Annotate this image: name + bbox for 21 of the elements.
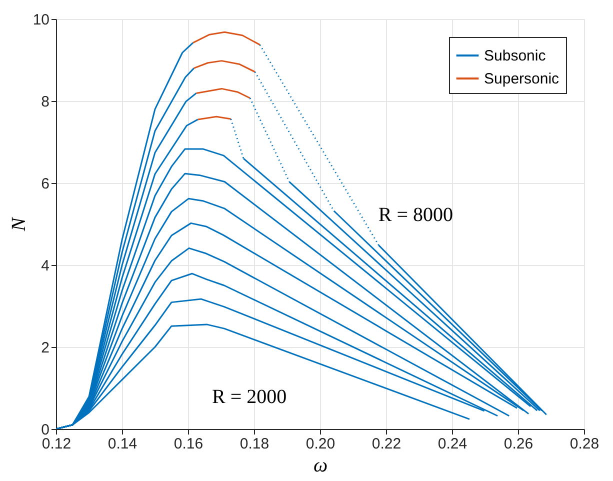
legend-label: Supersonic [484,70,560,88]
y-tick-label: 4 [41,258,50,274]
annotation: R = 8000 [378,204,454,226]
y-axis-title: N [8,216,30,232]
x-tick-label: 0.28 [570,436,600,452]
y-tick-label: 0 [41,422,50,438]
x-tick-label: 0.22 [372,436,402,452]
x-tick-label: 0.12 [42,436,72,452]
x-tick-label: 0.14 [108,436,138,452]
x-axis-title: ω [313,454,328,476]
x-tick-label: 0.24 [438,436,468,452]
annotation: R = 2000 [212,386,287,408]
y-tick-label: 6 [41,176,50,192]
y-tick-label: 10 [32,12,50,28]
x-tick-label: 0.18 [240,436,270,452]
legend-label: Subsonic [484,48,546,64]
x-tick-label: 0.16 [174,436,204,452]
y-tick-label: 8 [41,94,50,110]
x-tick-label: 0.20 [306,436,336,452]
y-tick-label: 2 [41,340,50,356]
x-tick-label: 0.26 [504,436,534,452]
